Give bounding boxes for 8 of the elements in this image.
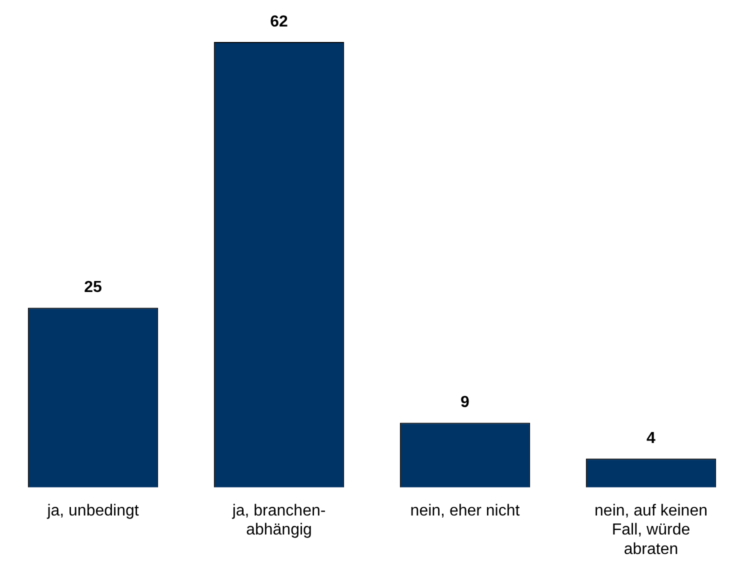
data-label: 4 <box>646 430 656 448</box>
data-label: 25 <box>84 279 102 296</box>
data-label: 62 <box>270 13 288 30</box>
x-tick-label: ja, unbedingt <box>46 502 140 520</box>
x-tick-label: nein, eher nicht <box>410 502 520 520</box>
data-label: 9 <box>460 394 470 412</box>
x-tick-label: ja, branchen-abhängig <box>231 502 326 539</box>
x-tick-label: nein, auf keinen Fall, würde abraten <box>594 502 708 558</box>
